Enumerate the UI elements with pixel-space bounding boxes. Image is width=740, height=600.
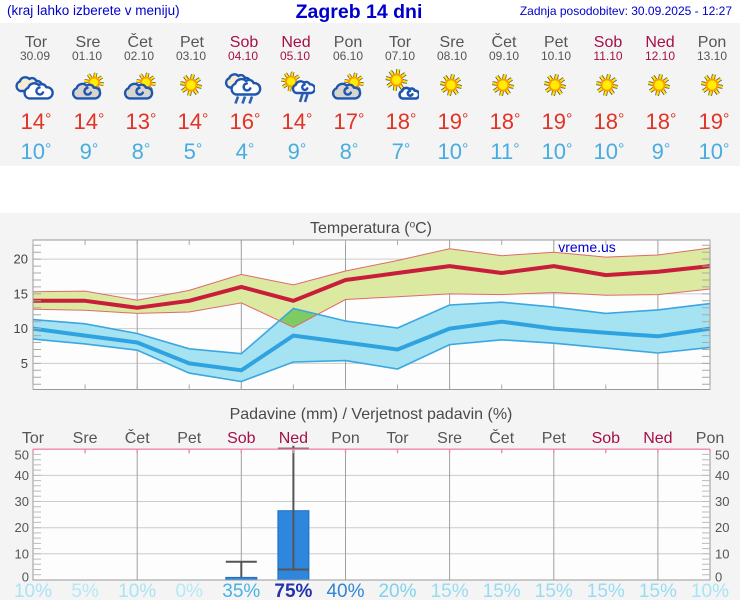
- svg-text:20: 20: [715, 520, 729, 535]
- svg-text:Pet: Pet: [542, 430, 567, 447]
- svg-text:Pon: Pon: [696, 430, 724, 447]
- svg-text:15%: 15%: [639, 581, 677, 600]
- svg-text:Tor: Tor: [386, 430, 409, 447]
- svg-text:35%: 35%: [222, 581, 260, 600]
- svg-text:20: 20: [14, 252, 28, 267]
- svg-text:0: 0: [22, 570, 29, 585]
- svg-text:10%: 10%: [118, 581, 156, 600]
- svg-text:40: 40: [15, 468, 29, 483]
- svg-text:Sob: Sob: [592, 430, 621, 447]
- svg-text:10%: 10%: [691, 581, 729, 600]
- svg-text:30: 30: [15, 494, 29, 509]
- svg-text:20: 20: [15, 520, 29, 535]
- svg-text:15%: 15%: [483, 581, 521, 600]
- svg-text:5%: 5%: [71, 581, 99, 600]
- svg-text:Padavine (mm) / Verjetnost pad: Padavine (mm) / Verjetnost padavin (%): [230, 406, 513, 423]
- svg-text:10: 10: [14, 321, 28, 336]
- svg-text:10: 10: [715, 546, 729, 561]
- svg-text:15%: 15%: [431, 581, 469, 600]
- svg-text:Tor: Tor: [22, 430, 45, 447]
- svg-text:Sob: Sob: [227, 430, 256, 447]
- svg-text:10: 10: [15, 546, 29, 561]
- svg-text:30: 30: [715, 494, 729, 509]
- svg-text:Temperatura (oC): Temperatura (oC): [310, 220, 432, 238]
- svg-text:10%: 10%: [14, 581, 52, 600]
- svg-text:Pet: Pet: [177, 430, 202, 447]
- svg-text:Ned: Ned: [279, 430, 308, 447]
- svg-text:Čet: Čet: [125, 428, 150, 447]
- svg-text:75%: 75%: [274, 581, 312, 600]
- svg-text:Sre: Sre: [437, 430, 462, 447]
- svg-text:5: 5: [21, 356, 28, 371]
- svg-text:0: 0: [715, 570, 722, 585]
- svg-text:20%: 20%: [378, 581, 416, 600]
- svg-text:Sre: Sre: [73, 430, 98, 447]
- svg-text:vreme.us: vreme.us: [558, 239, 616, 255]
- svg-text:40%: 40%: [326, 581, 364, 600]
- svg-text:15%: 15%: [535, 581, 573, 600]
- svg-text:50: 50: [15, 448, 29, 463]
- svg-text:40: 40: [715, 468, 729, 483]
- svg-text:0%: 0%: [175, 581, 203, 600]
- svg-text:50: 50: [715, 448, 729, 463]
- svg-text:Čet: Čet: [489, 428, 514, 447]
- svg-text:15: 15: [14, 286, 28, 301]
- svg-text:Ned: Ned: [643, 430, 672, 447]
- svg-text:15%: 15%: [587, 581, 625, 600]
- svg-text:Pon: Pon: [331, 430, 359, 447]
